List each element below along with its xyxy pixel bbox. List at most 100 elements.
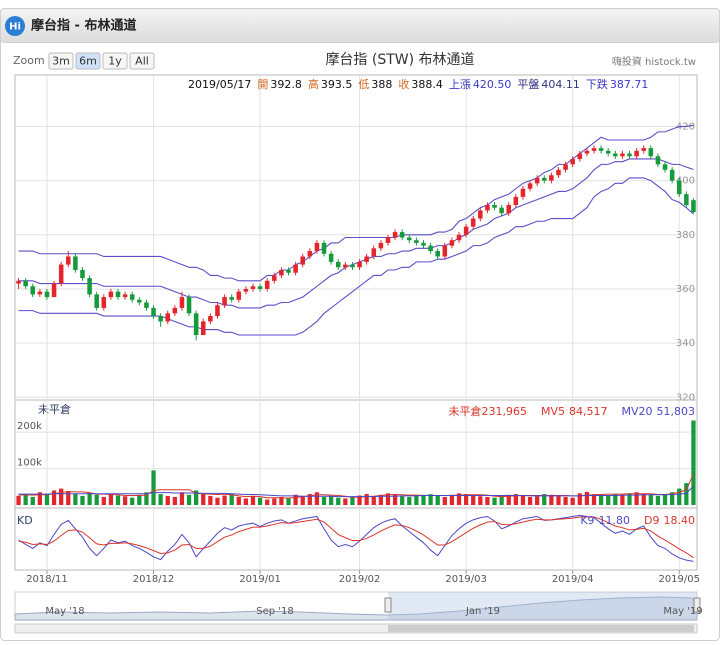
candle-body xyxy=(350,264,355,268)
candle-body xyxy=(193,313,199,335)
candle-body xyxy=(385,237,391,243)
volume-bar xyxy=(563,496,568,505)
readout-name: 收 xyxy=(398,77,409,91)
candle-body xyxy=(357,261,362,268)
zoom-button-label[interactable]: 3m xyxy=(52,55,70,68)
scrollbar[interactable] xyxy=(14,623,698,634)
candle-body xyxy=(577,153,583,159)
zoom-button-label[interactable]: 1y xyxy=(108,55,122,68)
bollinger-middle xyxy=(18,158,694,309)
readout: 2019/05/17 開 392.8 高 393.5 低 388 收 388.4 上漲 420.50… xyxy=(188,77,648,91)
candle-body xyxy=(442,245,448,257)
zoom-button-label[interactable]: 6m xyxy=(79,55,97,68)
volume-bar xyxy=(16,495,21,505)
zoom-button-label[interactable]: All xyxy=(135,55,149,68)
candle-body xyxy=(321,242,327,254)
candle-body xyxy=(513,196,519,205)
candle-body xyxy=(137,299,142,303)
volume-bar xyxy=(257,497,263,505)
scrollbar-thumb[interactable] xyxy=(388,625,694,632)
y-tick-label: 320 xyxy=(676,392,695,403)
volume-bar xyxy=(44,494,50,505)
volume-bar xyxy=(371,495,376,505)
volume-bar xyxy=(286,497,291,505)
x-tick-label: 2019/04 xyxy=(552,574,594,585)
panel-title: KD xyxy=(17,514,33,527)
x-tick-label: 2018/12 xyxy=(133,574,175,585)
y-tick-label: 200k xyxy=(17,421,42,432)
candle-body xyxy=(378,242,384,249)
candle-body xyxy=(257,286,263,289)
candle-body xyxy=(335,261,341,268)
candle-body xyxy=(58,264,64,284)
volume-bar xyxy=(662,494,668,505)
zoom-button[interactable] xyxy=(75,52,101,70)
candle-body xyxy=(37,291,43,295)
volume-bar xyxy=(279,496,284,505)
candle-body xyxy=(463,226,469,235)
volume-bar xyxy=(144,492,149,505)
indicator-line xyxy=(18,514,694,562)
candle-body xyxy=(307,251,313,257)
volume-bar xyxy=(449,494,455,505)
header-title: 摩台指 - 布林通道 xyxy=(31,18,136,34)
volume-bar xyxy=(655,495,661,505)
plot-frame xyxy=(14,74,698,571)
volume-bar xyxy=(179,492,185,505)
volume-bar xyxy=(336,497,341,505)
volume-bar xyxy=(456,493,462,505)
navigator-handle[interactable] xyxy=(384,597,392,613)
volume-bar xyxy=(428,494,433,505)
volume-bar xyxy=(606,495,611,505)
navigator-label: Jan '19 xyxy=(465,606,500,617)
volume-bar xyxy=(215,497,220,505)
volume-bar xyxy=(250,495,256,505)
volume-bar xyxy=(37,492,42,505)
navigator-window[interactable] xyxy=(388,592,697,620)
volume-bar xyxy=(378,494,383,505)
volume-bar xyxy=(208,495,213,505)
volume-bar xyxy=(613,494,618,505)
candle-body xyxy=(264,280,270,289)
candle-body xyxy=(129,294,135,300)
volume-bar xyxy=(87,492,92,505)
volume-bar xyxy=(542,494,547,505)
candle-body xyxy=(328,253,334,262)
volume-bar xyxy=(151,470,156,505)
readout-value: 393.5 xyxy=(321,78,353,91)
volume-bar xyxy=(30,496,35,505)
volume-bar xyxy=(357,495,362,505)
candle-body xyxy=(272,275,277,281)
volume-bar xyxy=(229,494,234,505)
readout-name: 未平倉 xyxy=(448,404,481,418)
volume-bar xyxy=(570,497,575,505)
legend-name: K9 xyxy=(580,514,594,527)
candle-body xyxy=(499,207,504,214)
candle-body xyxy=(236,291,242,300)
zoom-button[interactable] xyxy=(48,52,74,70)
candle-body xyxy=(172,307,178,314)
candle-body xyxy=(435,251,440,257)
candle-body xyxy=(208,316,213,322)
navigator-handle[interactable] xyxy=(693,597,701,613)
volume-bar xyxy=(485,496,490,505)
volume-bar xyxy=(307,494,312,505)
candle-body xyxy=(414,240,419,243)
volume-bar xyxy=(329,495,334,505)
candle-body xyxy=(215,305,220,317)
zoom-button[interactable] xyxy=(129,52,155,70)
volume-bar xyxy=(499,495,504,505)
volume-bar xyxy=(343,498,348,505)
candle-body xyxy=(392,232,398,238)
zoom-button[interactable] xyxy=(102,52,128,70)
volume-bar xyxy=(584,491,590,505)
x-tick-label: 2019/03 xyxy=(445,574,487,585)
navigator-label: May '19 xyxy=(663,606,702,617)
candle-body xyxy=(16,280,21,284)
candle-body xyxy=(200,321,206,335)
candle-body xyxy=(101,297,107,308)
candle-body xyxy=(470,218,476,227)
candle-body xyxy=(691,200,696,213)
candle-body xyxy=(343,264,348,268)
